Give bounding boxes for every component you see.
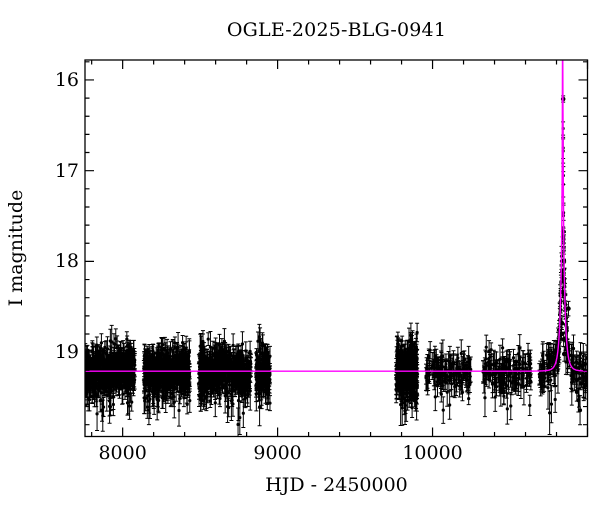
x-tick-label: 8000 (98, 442, 147, 464)
y-tick-label: 18 (54, 250, 79, 273)
x-tick-label: 10000 (402, 442, 463, 464)
y-axis-title: I magnitude (5, 189, 27, 307)
x-tick-label: 9000 (253, 442, 302, 464)
chart-title: OGLE-2025-BLG-0941 (226, 19, 447, 41)
y-tick-label: 17 (54, 159, 79, 182)
x-axis-title: HJD - 2450000 (265, 474, 408, 496)
y-tick-label: 19 (54, 341, 79, 364)
y-tick-label: 16 (54, 68, 79, 91)
